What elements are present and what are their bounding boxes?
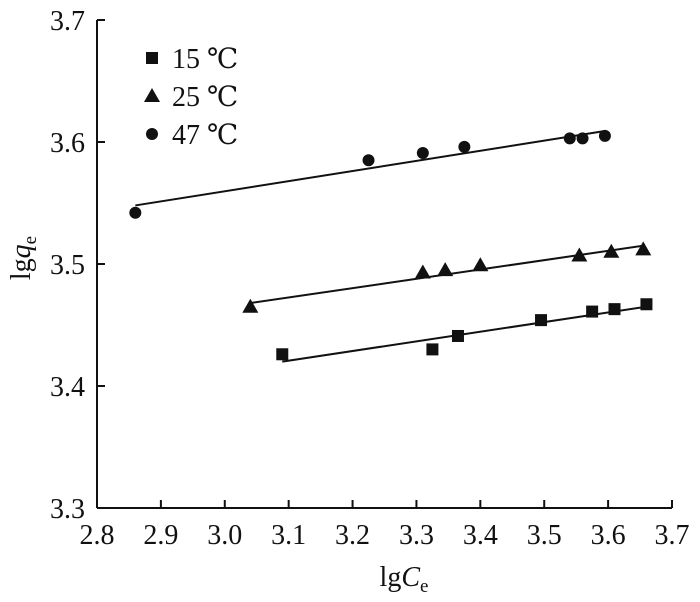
y-tick-labels: 3.3 3.4 3.5 3.6 3.7: [50, 6, 85, 525]
data-point-square: [608, 303, 621, 316]
y-axis-title-base: lg: [6, 258, 37, 280]
fit-line-circle: [135, 130, 606, 207]
data-point-square: [586, 305, 599, 318]
x-axis-title: lgCe: [380, 562, 429, 597]
x-tick-label: 3.6: [591, 520, 626, 551]
data-point-square: [535, 314, 548, 327]
x-tick-label: 2.9: [143, 520, 178, 551]
x-tick-labels: 2.8 2.9 3.0 3.1 3.2 3.3 3.4 3.5 3.6 3.7: [80, 520, 690, 551]
data-point-triangle: [472, 257, 489, 272]
legend: 15 ℃ 25 ℃ 47 ℃: [144, 44, 238, 151]
data-point-triangle: [414, 264, 431, 279]
legend-marker-triangle: [144, 88, 160, 102]
x-tick-label: 3.3: [399, 520, 434, 551]
y-axis-title: lgqe: [6, 236, 41, 280]
legend-label: 15 ℃: [172, 44, 238, 75]
y-tick-label: 3.5: [50, 250, 85, 281]
tick-marks: [96, 19, 673, 509]
y-tick-label: 3.4: [50, 372, 85, 403]
x-tick-label: 3.7: [655, 520, 690, 551]
x-axis-title-sub: e: [420, 576, 428, 597]
x-axis-title-var: C: [401, 562, 420, 593]
x-tick-label: 2.8: [80, 520, 115, 551]
data-point-square: [451, 329, 464, 342]
data-point-circle: [563, 132, 576, 145]
fit-lines: [135, 130, 647, 363]
y-axis-title-sub: e: [20, 236, 41, 244]
data-point-triangle: [571, 247, 588, 262]
y-tick-label: 3.3: [50, 494, 85, 525]
data-point-circle: [129, 206, 142, 219]
legend-label: 25 ℃: [172, 82, 238, 113]
y-tick-label: 3.7: [50, 6, 85, 37]
x-axis-title-base: lg: [380, 562, 402, 593]
x-tick-label: 3.2: [335, 520, 370, 551]
x-tick-label: 3.4: [463, 520, 498, 551]
legend-marker-circle: [146, 128, 158, 140]
data-point-triangle: [242, 298, 259, 313]
y-axis-title-var: q: [6, 244, 37, 258]
data-point-circle: [416, 146, 429, 159]
data-point-square: [640, 298, 653, 311]
data-point-triangle: [603, 243, 620, 258]
fit-line-square: [282, 305, 647, 363]
data-point-triangle: [635, 241, 652, 256]
data-point-triangle: [437, 262, 454, 277]
data-point-square: [276, 348, 289, 361]
x-tick-label: 3.5: [527, 520, 562, 551]
data-point-circle: [576, 132, 589, 145]
y-tick-label: 3.6: [50, 128, 85, 159]
data-point-square: [426, 343, 439, 356]
legend-label: 47 ℃: [172, 120, 238, 151]
data-point-circle: [362, 154, 375, 167]
data-point-circle: [598, 129, 611, 142]
data-point-circle: [458, 140, 471, 153]
legend-marker-square: [146, 52, 158, 64]
data-points: [129, 129, 653, 361]
x-tick-label: 3.0: [207, 520, 242, 551]
x-tick-label: 3.1: [271, 520, 306, 551]
